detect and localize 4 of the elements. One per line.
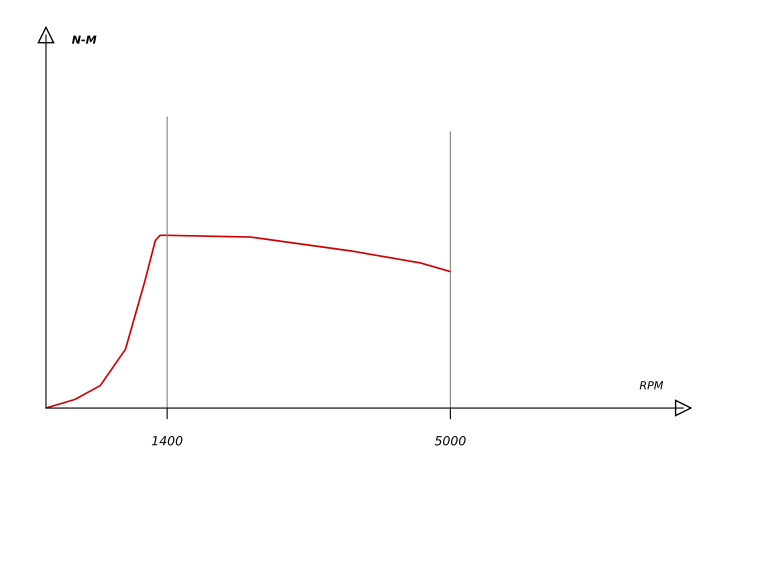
text: N-M	[72, 36, 96, 44]
x-tick-label: 5000	[434, 436, 466, 446]
x-tick-label: 1400	[152, 436, 182, 446]
x-axis-title: RPM	[640, 381, 664, 390]
